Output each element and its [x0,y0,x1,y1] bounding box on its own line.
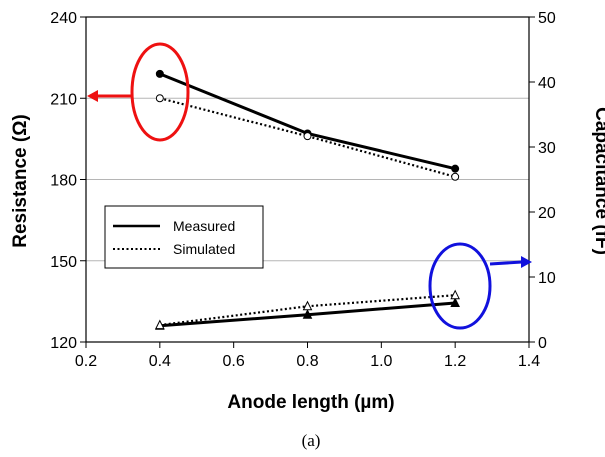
y-left-tick-label-120: 120 [50,335,77,352]
y-right-tick-label-0: 0 [538,335,547,352]
data-point-measured-resistance-0 [155,69,164,78]
y-right-tick-label-10: 10 [538,270,556,287]
y-axis-left-title: Resistance (Ω) [10,114,31,248]
x-tick-label-0.4: 0.4 [149,353,171,370]
data-point-measured-resistance-2 [451,164,460,173]
data-point-measured-capacitance-1 [302,309,313,319]
y-left-tick-label-180: 180 [50,173,77,190]
blue-ellipse-annotation [428,242,492,330]
x-tick-label-0.6: 0.6 [223,353,245,370]
y-right-tick-label-30: 30 [538,140,556,157]
data-point-simulated-capacitance-1 [302,300,313,311]
y-axis-right-title: Capacitance (fF) [591,107,605,255]
blue-arrow-line [489,260,523,266]
y-left-tick-label-240: 240 [50,10,77,27]
red-arrow-head [87,90,98,102]
series-line-measured-resistance [159,72,456,171]
data-point-simulated-resistance-2 [451,172,460,181]
legend-box [104,205,264,269]
series-layer [155,69,460,330]
y-left-tick-label-150: 150 [50,254,77,271]
x-tick-label-0.8: 0.8 [296,353,318,370]
y-right-tick-label-20: 20 [538,205,556,222]
labels-layer: Anode length (µm) Resistance (Ω) Capacit… [10,107,605,450]
y-left-tick-label-210: 210 [50,91,77,108]
data-point-simulated-resistance-0 [155,94,164,103]
series-line-simulated-resistance [159,97,456,178]
figure-caption: (a) [302,431,321,450]
y-right-tick-label-40: 40 [538,75,556,92]
data-point-measured-capacitance-2 [450,297,460,307]
legend-label-measured: Measured [173,218,235,234]
blue-arrow-head [521,256,532,268]
x-tick-label-1.0: 1.0 [370,353,392,370]
ticks-layer: 0.2 0.4 0.6 0.8 1.0 1.2 1.4 120 150 180 210 240 0 10 2… [50,10,556,370]
legend: Measured Simulated [104,205,264,269]
data-point-simulated-capacitance-2 [450,289,460,300]
y-right-tick-label-50: 50 [538,10,556,27]
x-tick-label-1.2: 1.2 [444,353,466,370]
data-point-simulated-resistance-1 [303,132,312,141]
x-axis-title: Anode length (µm) [227,392,394,413]
x-tick-label-0.2: 0.2 [75,353,97,370]
legend-label-simulated: Simulated [173,241,235,257]
data-point-simulated-capacitance-0 [155,319,165,330]
annotation-layer [87,42,532,330]
red-ellipse-annotation [130,42,190,142]
x-tick-label-1.4: 1.4 [518,353,540,370]
